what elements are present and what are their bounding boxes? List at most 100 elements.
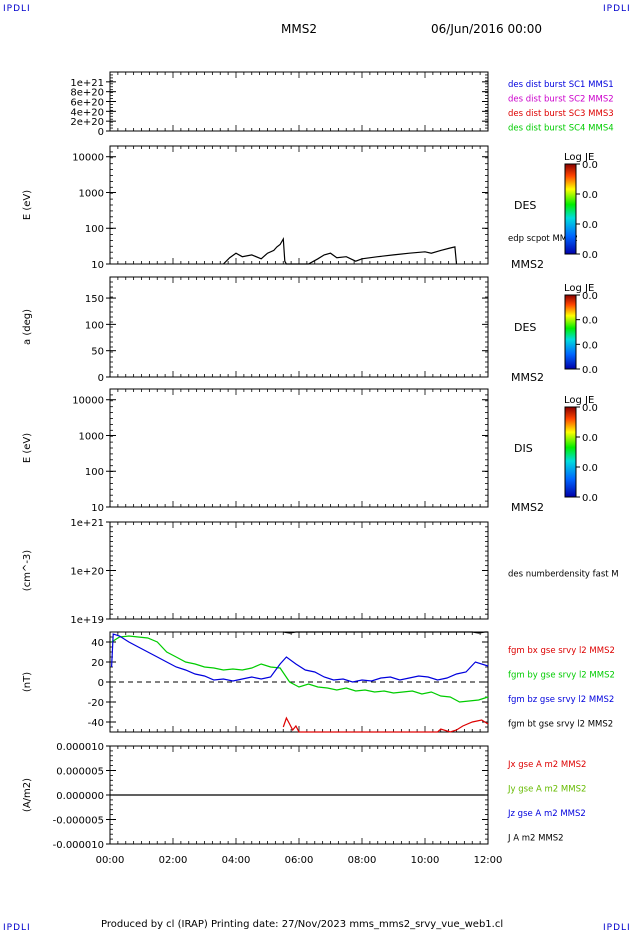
- y-axis-label: a (deg): [22, 309, 33, 345]
- colorbar-scale: [564, 294, 577, 370]
- y-tick-label: 6e+20: [70, 98, 104, 109]
- x-tick-label: 00:00: [96, 855, 125, 866]
- x-tick-label: 04:00: [222, 855, 251, 866]
- panel-frame: [109, 145, 489, 265]
- colorbar-scale: [564, 406, 577, 498]
- colorbar-label: 0.0: [582, 291, 598, 302]
- series-label: J A m2 MMS2: [507, 834, 564, 844]
- panel-current: 0.000010 0.000005 0.000000 -0.000005 -0.0000…: [22, 742, 586, 851]
- y-tick-label: 40: [91, 638, 104, 649]
- colorbar-label: 0.0: [582, 493, 598, 504]
- panel-frame: [109, 388, 489, 508]
- y-tick-label: 1000: [79, 431, 104, 442]
- y-tick-label: 1e+21: [70, 518, 104, 529]
- panel-frame: [109, 71, 489, 132]
- x-tick-label: 10:00: [411, 855, 440, 866]
- series-label: des numberdensity fast M: [508, 570, 619, 580]
- colorbar-label: 0.0: [582, 403, 598, 414]
- x-tick-label: 12:00: [474, 855, 503, 866]
- series-line: [222, 237, 458, 265]
- series-line: [111, 633, 489, 683]
- y-tick-label: 0.000000: [56, 791, 104, 802]
- colorbar-label: 0.0: [582, 160, 598, 171]
- y-tick-label: 50: [91, 347, 104, 358]
- y-tick-label: 4e+20: [70, 107, 104, 118]
- series-label: fgm bx gse srvy l2 MMS2: [508, 646, 615, 656]
- spacecraft-title: MMS2: [281, 22, 317, 36]
- y-axis-label: E (eV): [22, 433, 33, 463]
- colorbar-label: 0.0: [582, 463, 598, 474]
- colorbar-label: 0.0: [582, 190, 598, 201]
- corner-tag-bottom-left: IPDLI: [3, 923, 31, 933]
- panel-des-energy: 10000 1000 100 10 E (eV) DES MMS2 edp scpot MMS…: [22, 145, 598, 271]
- spacecraft-label: MMS2: [511, 501, 544, 514]
- y-tick-label: 10: [91, 260, 104, 271]
- colorbar: Log JE0.00.00.00.0: [564, 283, 598, 376]
- y-axis-label: (nT): [22, 672, 33, 692]
- colorbar-label: 0.0: [582, 365, 598, 376]
- corner-tag-top-right: IPDLI: [603, 4, 630, 14]
- colorbar-title: Log JE: [564, 395, 594, 406]
- species-label: DES: [514, 199, 536, 212]
- y-tick-label: 10: [91, 503, 104, 514]
- y-tick-label: -0.000010: [53, 840, 104, 851]
- y-tick-label: 1000: [79, 188, 104, 199]
- series-label: des dist burst SC4 MMS4: [508, 124, 614, 134]
- series-label: des dist burst SC3 MMS3: [508, 109, 614, 119]
- y-tick-label: 1e+19: [70, 615, 104, 626]
- colorbar-label: 0.0: [582, 220, 598, 231]
- x-tick-label: 08:00: [348, 855, 377, 866]
- species-label: DES: [514, 321, 536, 334]
- y-tick-label: 0.000010: [56, 742, 104, 753]
- y-tick-label: 0.000005: [56, 767, 104, 778]
- y-tick-label: 150: [85, 294, 104, 305]
- x-tick-label: 06:00: [285, 855, 314, 866]
- y-tick-label: 2e+20: [70, 117, 104, 128]
- y-tick-label: -40: [88, 718, 104, 729]
- y-tick-label: 100: [85, 320, 104, 331]
- series-label: des dist burst SC1 MMS1: [508, 80, 614, 90]
- species-label: DIS: [514, 442, 533, 455]
- y-tick-label: 1e+20: [70, 567, 104, 578]
- y-tick-label: 0: [98, 373, 104, 384]
- spacecraft-label: MMS2: [511, 371, 544, 384]
- corner-tag-top-left: IPDLI: [3, 4, 31, 14]
- colorbar-title: Log JE: [564, 283, 594, 294]
- series-label: fgm bt gse srvy l2 MMS2: [508, 720, 613, 730]
- spacecraft-label: MMS2: [511, 258, 544, 271]
- series-label: Jx gse A m2 MMS2: [507, 760, 586, 770]
- panel-fgm: 40 20 0 -20 -40 (nT) fgm bx gse srvy l2 MMS2 fg…: [22, 631, 615, 733]
- series-label: Jz gse A m2 MMS2: [507, 809, 586, 819]
- colorbar: Log JE0.00.00.00.0: [564, 395, 598, 504]
- y-tick-label: 1e+21: [70, 78, 104, 89]
- plot-date: 06/Jun/2016 00:00: [431, 22, 543, 36]
- footer-text: Produced by cl (IRAP) Printing date: 27/…: [101, 919, 504, 930]
- panel-frame: [109, 276, 489, 378]
- y-axis-label: (cm^-3): [22, 550, 33, 591]
- series-label: fgm by gse srvy l2 MMS2: [508, 671, 615, 681]
- colorbar-title: Log JE: [564, 152, 594, 163]
- colorbar-label: 0.0: [582, 340, 598, 351]
- y-tick-label: -0.000005: [53, 816, 104, 827]
- y-tick-label: 8e+20: [70, 88, 104, 99]
- series-line: [282, 716, 489, 733]
- y-tick-label: 0: [98, 678, 104, 689]
- overlay-label: edp scpot MMS2: [508, 234, 578, 244]
- series-label: des dist burst SC2 MMS2: [508, 95, 614, 105]
- series-label: fgm bz gse srvy l2 MMS2: [508, 695, 614, 705]
- y-tick-label: 10000: [72, 396, 104, 407]
- panel-density: 1e+21 1e+20 1e+19 (cm^-3) des numberdensity …: [22, 518, 619, 626]
- colorbar-scale: [564, 163, 577, 255]
- y-tick-label: 20: [91, 658, 104, 669]
- colorbar-label: 0.0: [582, 316, 598, 327]
- panel-frame: [109, 521, 489, 620]
- y-tick-label: 10000: [72, 153, 104, 164]
- colorbar-label: 0.0: [582, 250, 598, 261]
- y-axis-label: E (eV): [22, 190, 33, 220]
- series-line: [283, 631, 488, 634]
- series-label: Jy gse A m2 MMS2: [507, 785, 586, 795]
